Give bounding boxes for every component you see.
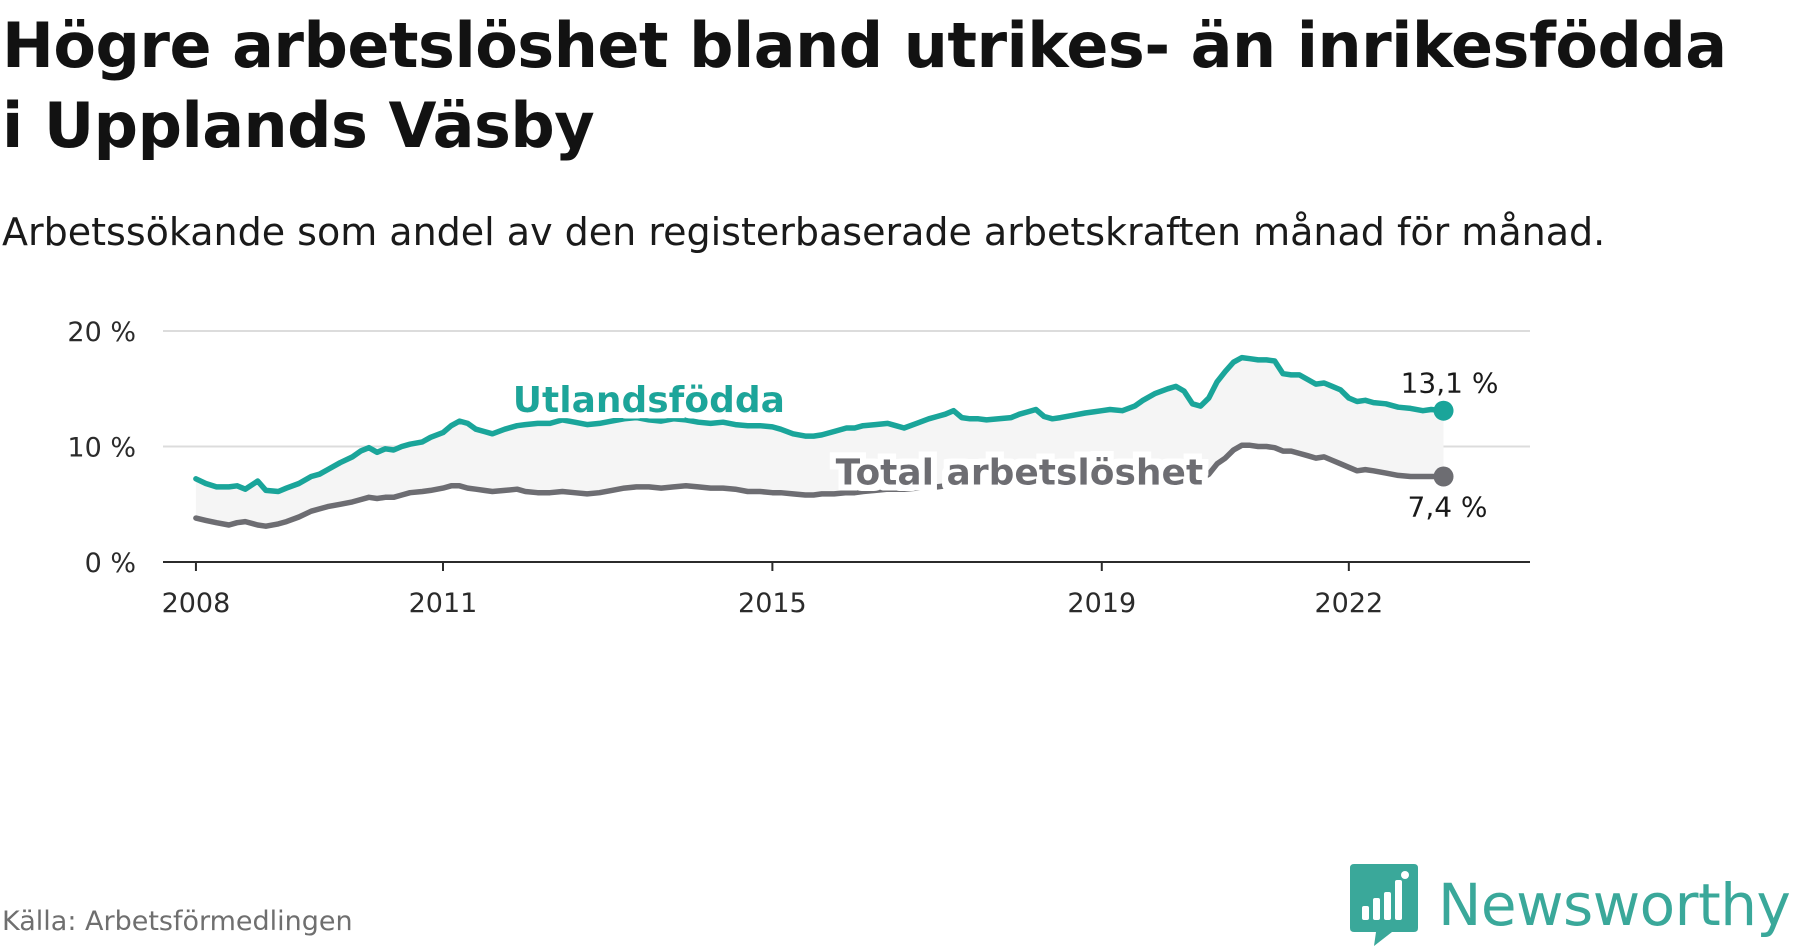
series-lines (193, 354, 1454, 529)
source-note: Källa: Arbetsförmedlingen (2, 906, 353, 937)
newsworthy-logo-icon (1350, 864, 1418, 946)
series-labels: Utlandsfödda Total arbetslöshet 13,1 % 7,4 … (513, 367, 1499, 524)
end-label-utlandsfodda: 13,1 % (1401, 367, 1499, 400)
x-tick-label: 2011 (409, 588, 478, 619)
series-label-total: Total arbetslöshet (836, 453, 1204, 494)
series-label-utlandsfodda: Utlandsfödda (513, 380, 785, 421)
x-tick-label: 2019 (1067, 588, 1136, 619)
end-marker-total-arbetsl-shet (1433, 466, 1454, 487)
end-label-total: 7,4 % (1408, 491, 1488, 524)
newsworthy-logo[interactable]: Newsworthy (1348, 860, 1791, 950)
y-tick-label: 20 % (67, 317, 136, 348)
x-tick-label: 2008 (162, 588, 231, 619)
gap-band (195, 357, 1444, 527)
newsworthy-logo-text: Newsworthy (1438, 871, 1791, 939)
y-tick-label: 0 % (85, 548, 136, 579)
x-tick-label: 2022 (1314, 588, 1383, 619)
x-tick-label: 2015 (738, 588, 807, 619)
y-tick-label: 10 % (67, 433, 136, 464)
axes: 0 % 10 % 20 % 2008 2011 2015 2019 2022 (67, 317, 1530, 619)
series-line-utlandsf-dda (193, 354, 1447, 495)
series-line-total-arbetsl-shet (193, 442, 1447, 529)
chart-subtitle: Arbetssökande som andel av den registerb… (2, 210, 1606, 254)
gap-band-area (195, 357, 1444, 527)
chart-title: Högre arbetslöshet bland utrikes- än inr… (2, 9, 1727, 162)
end-marker-utlandsf-dda (1433, 400, 1454, 421)
